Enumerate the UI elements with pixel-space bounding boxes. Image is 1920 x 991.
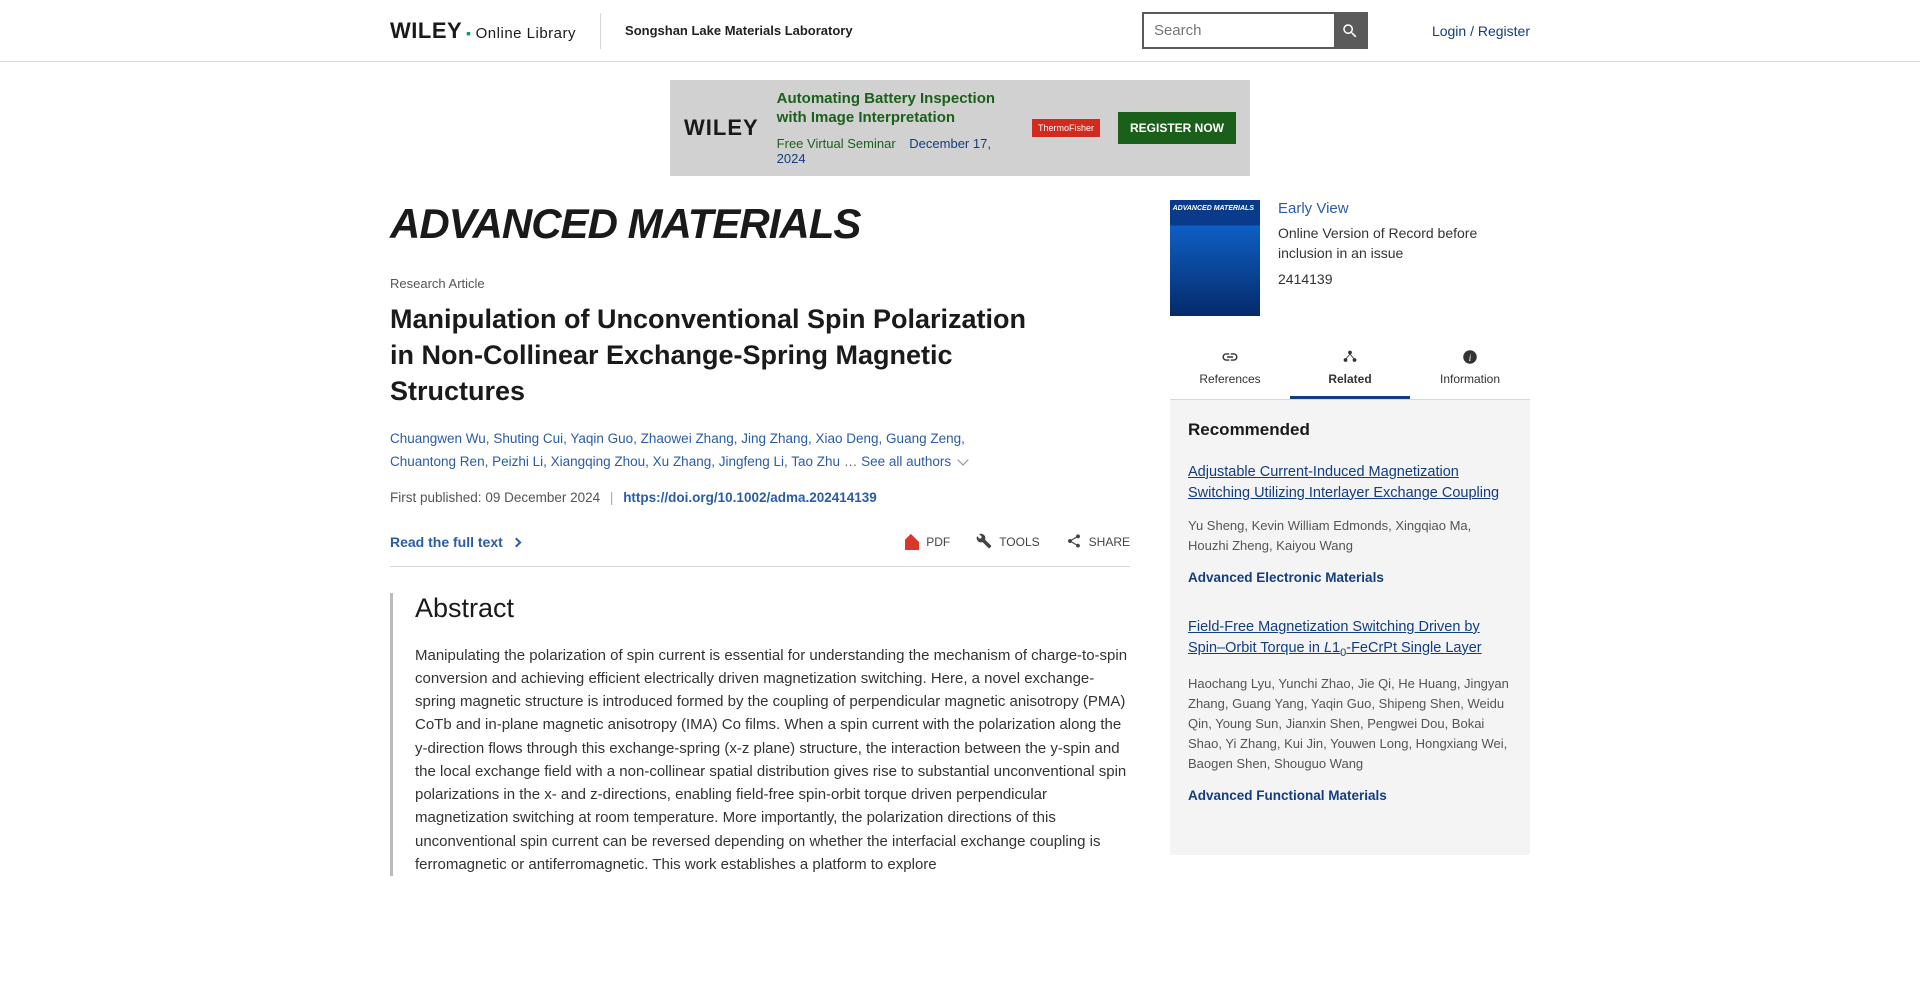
link-icon <box>1221 348 1239 366</box>
authors-ellipsis: … <box>844 454 858 469</box>
action-row: Read the full text PDF TOOLS SHARE <box>390 533 1130 567</box>
share-button[interactable]: SHARE <box>1066 533 1130 552</box>
tab-related[interactable]: Related <box>1290 338 1410 399</box>
journal-banner: ADVANCED MATERIALS <box>390 200 1130 248</box>
wrench-icon <box>976 533 992 552</box>
search-input[interactable] <box>1144 14 1334 47</box>
recommended-journal[interactable]: Advanced Functional Materials <box>1188 788 1512 803</box>
ad-cta-button[interactable]: REGISTER NOW <box>1118 112 1236 144</box>
pdf-icon <box>905 534 919 550</box>
recommended-title-link[interactable]: Field-Free Magnetization Switching Drive… <box>1188 617 1512 662</box>
cover-label: ADVANCED MATERIALS <box>1173 205 1254 212</box>
ad-title: Automating Battery Inspection with Image… <box>777 90 1014 128</box>
recommended-heading: Recommended <box>1188 420 1512 440</box>
brand-dot-icon: ▪ <box>466 25 471 41</box>
publication-info: ADVANCED MATERIALS Early View Online Ver… <box>1170 200 1530 316</box>
early-view-link[interactable]: Early View <box>1278 200 1478 217</box>
header-divider <box>600 13 601 49</box>
recommended-authors: Yu Sheng, Kevin William Edmonds, Xingqia… <box>1188 516 1512 556</box>
chevron-down-icon <box>957 454 968 465</box>
brand-sub: Online Library <box>476 25 576 42</box>
article-type: Research Article <box>390 276 1130 291</box>
journal-cover-thumb[interactable]: ADVANCED MATERIALS <box>1170 200 1260 316</box>
share-icon <box>1066 533 1082 552</box>
search-icon <box>1341 22 1359 40</box>
see-all-authors-link[interactable]: See all authors <box>861 454 967 469</box>
ad-sponsor-badge: ThermoFisher <box>1032 119 1100 137</box>
site-header: WILEY ▪ Online Library Songshan Lake Mat… <box>0 0 1920 62</box>
brand-logo[interactable]: WILEY ▪ Online Library <box>390 18 576 44</box>
svg-text:i: i <box>1469 352 1472 363</box>
info-icon: i <box>1461 348 1479 366</box>
chevron-right-icon <box>511 538 521 548</box>
first-published-date: 09 December 2024 <box>485 490 600 505</box>
main-column: ADVANCED MATERIALS Research Article Mani… <box>390 200 1130 877</box>
article-title: Manipulation of Unconventional Spin Pola… <box>390 301 1030 410</box>
ad-brand: WILEY <box>684 115 759 141</box>
pdf-button[interactable]: PDF <box>905 533 950 552</box>
search-box <box>1142 12 1368 49</box>
recommended-journal[interactable]: Advanced Electronic Materials <box>1188 570 1512 585</box>
search-button[interactable] <box>1334 14 1366 47</box>
doi-link[interactable]: https://doi.org/10.1002/adma.202414139 <box>623 490 877 505</box>
recommended-authors: Haochang Lyu, Yunchi Zhao, Jie Qi, He Hu… <box>1188 674 1512 775</box>
recommended-title-link[interactable]: Adjustable Current-Induced Magnetization… <box>1188 462 1512 504</box>
login-link[interactable]: Login / Register <box>1432 23 1530 39</box>
sidebar: ADVANCED MATERIALS Early View Online Ver… <box>1170 200 1530 877</box>
brand-main: WILEY <box>390 18 462 44</box>
abstract-heading: Abstract <box>415 593 1130 624</box>
ad-banner[interactable]: WILEY Automating Battery Inspection with… <box>670 80 1250 176</box>
publication-meta: First published: 09 December 2024 | http… <box>390 490 1130 505</box>
authors-list: Chuangwen Wu, Shuting Cui, Yaqin Guo, Zh… <box>390 428 1030 474</box>
tools-button[interactable]: TOOLS <box>976 533 1039 552</box>
tab-references[interactable]: References <box>1170 338 1290 399</box>
pubinfo-desc: Online Version of Record before inclusio… <box>1278 223 1478 264</box>
authors-line[interactable]: Chuangwen Wu, Shuting Cui, Yaqin Guo, Zh… <box>390 431 965 446</box>
sidebar-tabs: References Related i Information <box>1170 338 1530 400</box>
first-published-label: First published: <box>390 490 482 505</box>
article-number: 2414139 <box>1278 271 1478 287</box>
abstract-section: Abstract Manipulating the polarization o… <box>390 593 1130 877</box>
recommended-item: Field-Free Magnetization Switching Drive… <box>1188 617 1512 804</box>
recommended-item: Adjustable Current-Induced Magnetization… <box>1188 462 1512 585</box>
ad-subtitle: Free Virtual Seminar <box>777 136 896 151</box>
authors-line[interactable]: Chuantong Ren, Peizhi Li, Xiangqing Zhou… <box>390 454 840 469</box>
related-icon <box>1341 348 1359 366</box>
tab-information[interactable]: i Information <box>1410 338 1530 399</box>
abstract-body: Manipulating the polarization of spin cu… <box>415 644 1130 877</box>
read-full-text-link[interactable]: Read the full text <box>390 534 520 550</box>
recommended-panel: Recommended Adjustable Current-Induced M… <box>1170 400 1530 856</box>
institution-name: Songshan Lake Materials Laboratory <box>625 23 853 38</box>
